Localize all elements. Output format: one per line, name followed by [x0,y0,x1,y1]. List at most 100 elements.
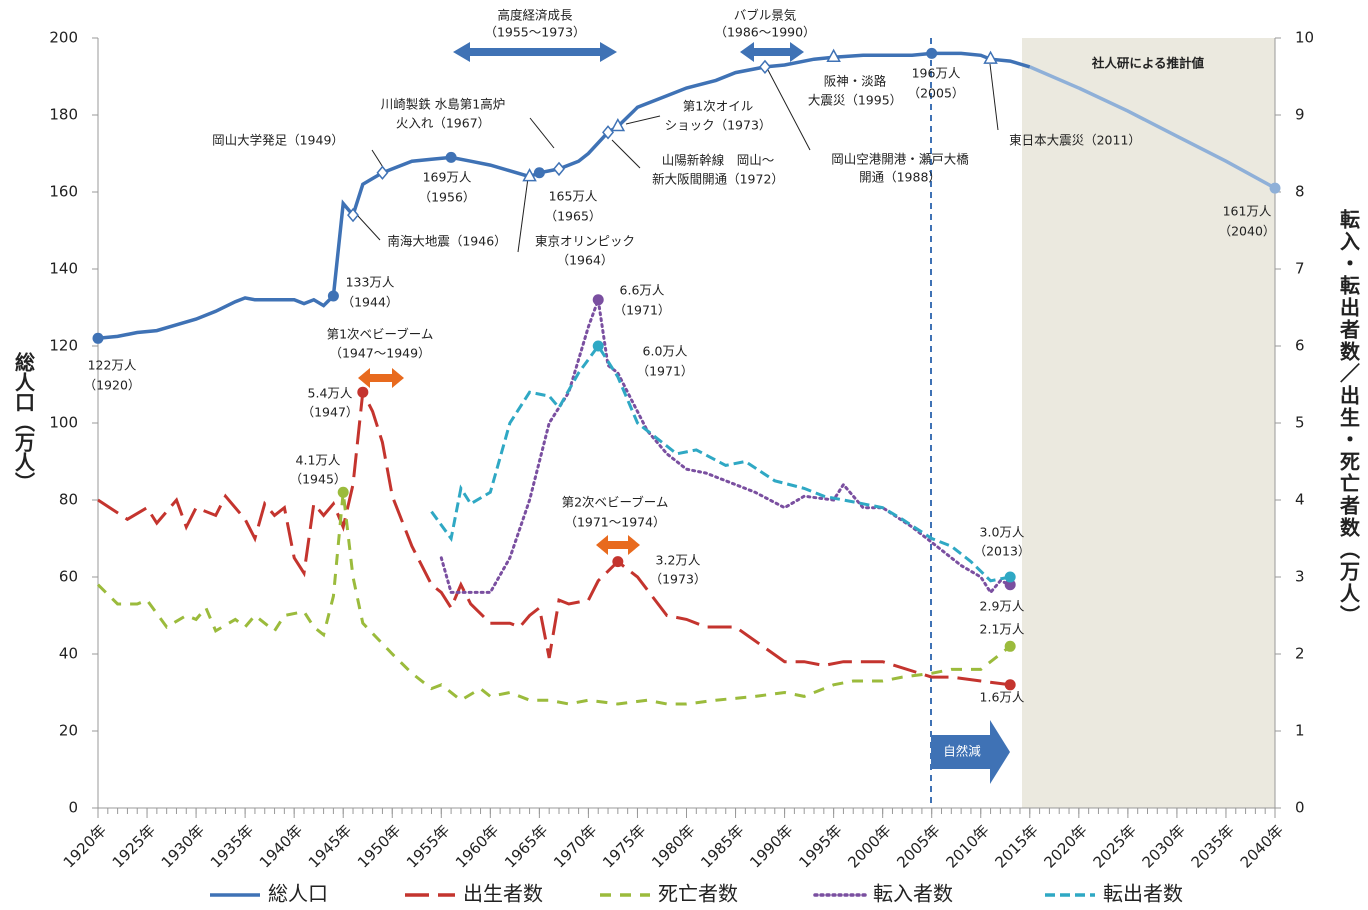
point [592,294,604,306]
annotation: 第1次ベビーブーム [327,327,434,342]
x-tick-label: 2040年 [1237,821,1287,871]
annotation: 開通（1988） [859,170,941,185]
x-tick-label: 1985年 [697,821,747,871]
annotation: 新大阪間開通（1972） [652,172,784,187]
point [1004,640,1016,652]
annotation: バブル景気 [734,8,797,23]
x-tick-label: 2015年 [991,821,1041,871]
annotation: （1944） [342,295,399,310]
x-tick-label: 2010年 [942,821,992,871]
event-marker [610,117,626,132]
x-tick-label: 1995年 [795,821,845,871]
y2-tick-label: 5 [1295,414,1305,432]
x-tick-label: 1990年 [746,821,796,871]
legend-label: 転出者数 [1103,882,1183,906]
y2-tick-label: 1 [1295,722,1305,740]
annotation: 南海大地震（1946） [387,234,506,249]
annotation: 大震災（1995） [808,93,902,108]
annotation: 5.4万人 [308,386,353,401]
point [357,386,369,398]
annotation: 2.9万人 [980,599,1025,614]
annotation: 165万人 [549,189,598,204]
point [926,47,938,59]
annotation: （1965） [545,209,602,224]
x-tick-label: 1920年 [60,821,110,871]
point [612,556,624,568]
point [1269,182,1281,194]
annotation: 6.6万人 [620,283,665,298]
annotation: （2013） [974,544,1031,559]
period-arrow [740,42,804,62]
point [533,167,545,179]
y-tick-label: 60 [59,568,78,586]
annotation: 第1次オイル [683,99,753,114]
x-tick-label: 1970年 [550,821,600,871]
x-tick-label: 1935年 [207,821,257,871]
point [1004,579,1016,591]
boom-arrow [358,368,404,388]
annotation: 川崎製鉄 水島第1高炉 [381,97,505,112]
annotation: （1945） [290,472,347,487]
annotation: 161万人 [1223,204,1272,219]
annotation: 122万人 [88,358,137,373]
event-marker [376,165,389,180]
legend-label: 出生者数 [463,882,543,906]
y2-tick-label: 7 [1295,260,1305,278]
event-marker [522,168,537,182]
annotation: 阪神・淡路 [824,74,887,89]
event-marker [826,48,841,62]
annotation: （1971〜1974） [564,515,665,530]
series-line [1078,86,1276,190]
series-line [430,343,1011,583]
arrows [358,42,1010,784]
event-marker [553,161,565,177]
x-tick-label: 1965年 [501,821,551,871]
y-tick-label: 200 [49,29,78,47]
legend-label: 転入者数 [873,882,953,906]
y2-tick-label: 9 [1295,106,1305,124]
annotation: 3.0万人 [980,525,1025,540]
annotation: （1971） [614,303,671,318]
annotation: （1947） [302,405,359,420]
natural-decrease-arrow [931,720,1010,784]
projection-join [1029,65,1080,90]
legend-label: 死亡者数 [658,882,738,906]
y-tick-label: 20 [59,722,78,740]
y2-tick-label: 2 [1295,645,1305,663]
y-tick-label: 40 [59,645,78,663]
event-marker [347,207,359,223]
y-tick-label: 180 [49,106,78,124]
x-tick-label: 1955年 [403,821,453,871]
annotation: （1986〜1990） [714,25,815,40]
x-tick-label: 1925年 [109,821,159,871]
x-tick-label: 2000年 [844,821,894,871]
x-tick-label: 1960年 [452,821,502,871]
point [1004,571,1016,583]
event-marker [983,50,998,64]
annotation: （1956） [419,190,476,205]
y2-tick-label: 0 [1295,799,1305,817]
x-tick-label: 2025年 [1090,821,1140,871]
projection-region [1022,38,1275,808]
y-tick-label: 160 [49,183,78,201]
annotation: 東日本大震災（2011） [1009,133,1141,148]
x-tick-label: 2005年 [893,821,943,871]
y2-tick-label: 10 [1295,29,1314,47]
annotation: 東京オリンピック [535,234,635,249]
annotation: （1955〜1973） [484,25,585,40]
legend-label: 総人口 [268,882,328,906]
y-tick-label: 80 [59,491,78,509]
event-marker [758,59,771,75]
annotation: 山陽新幹線 岡山〜 [662,153,775,168]
x-tick-label: 1945年 [305,821,355,871]
series-line [96,492,1012,706]
x-tick-label: 2035年 [1188,821,1238,871]
series-line [439,299,1012,595]
annotation: 169万人 [423,170,472,185]
y2-tick-label: 3 [1295,568,1305,586]
annotation: 4.1万人 [296,453,341,468]
point [92,332,104,344]
annotation: ショック（1973） [665,118,772,133]
boom-arrow [596,535,640,555]
